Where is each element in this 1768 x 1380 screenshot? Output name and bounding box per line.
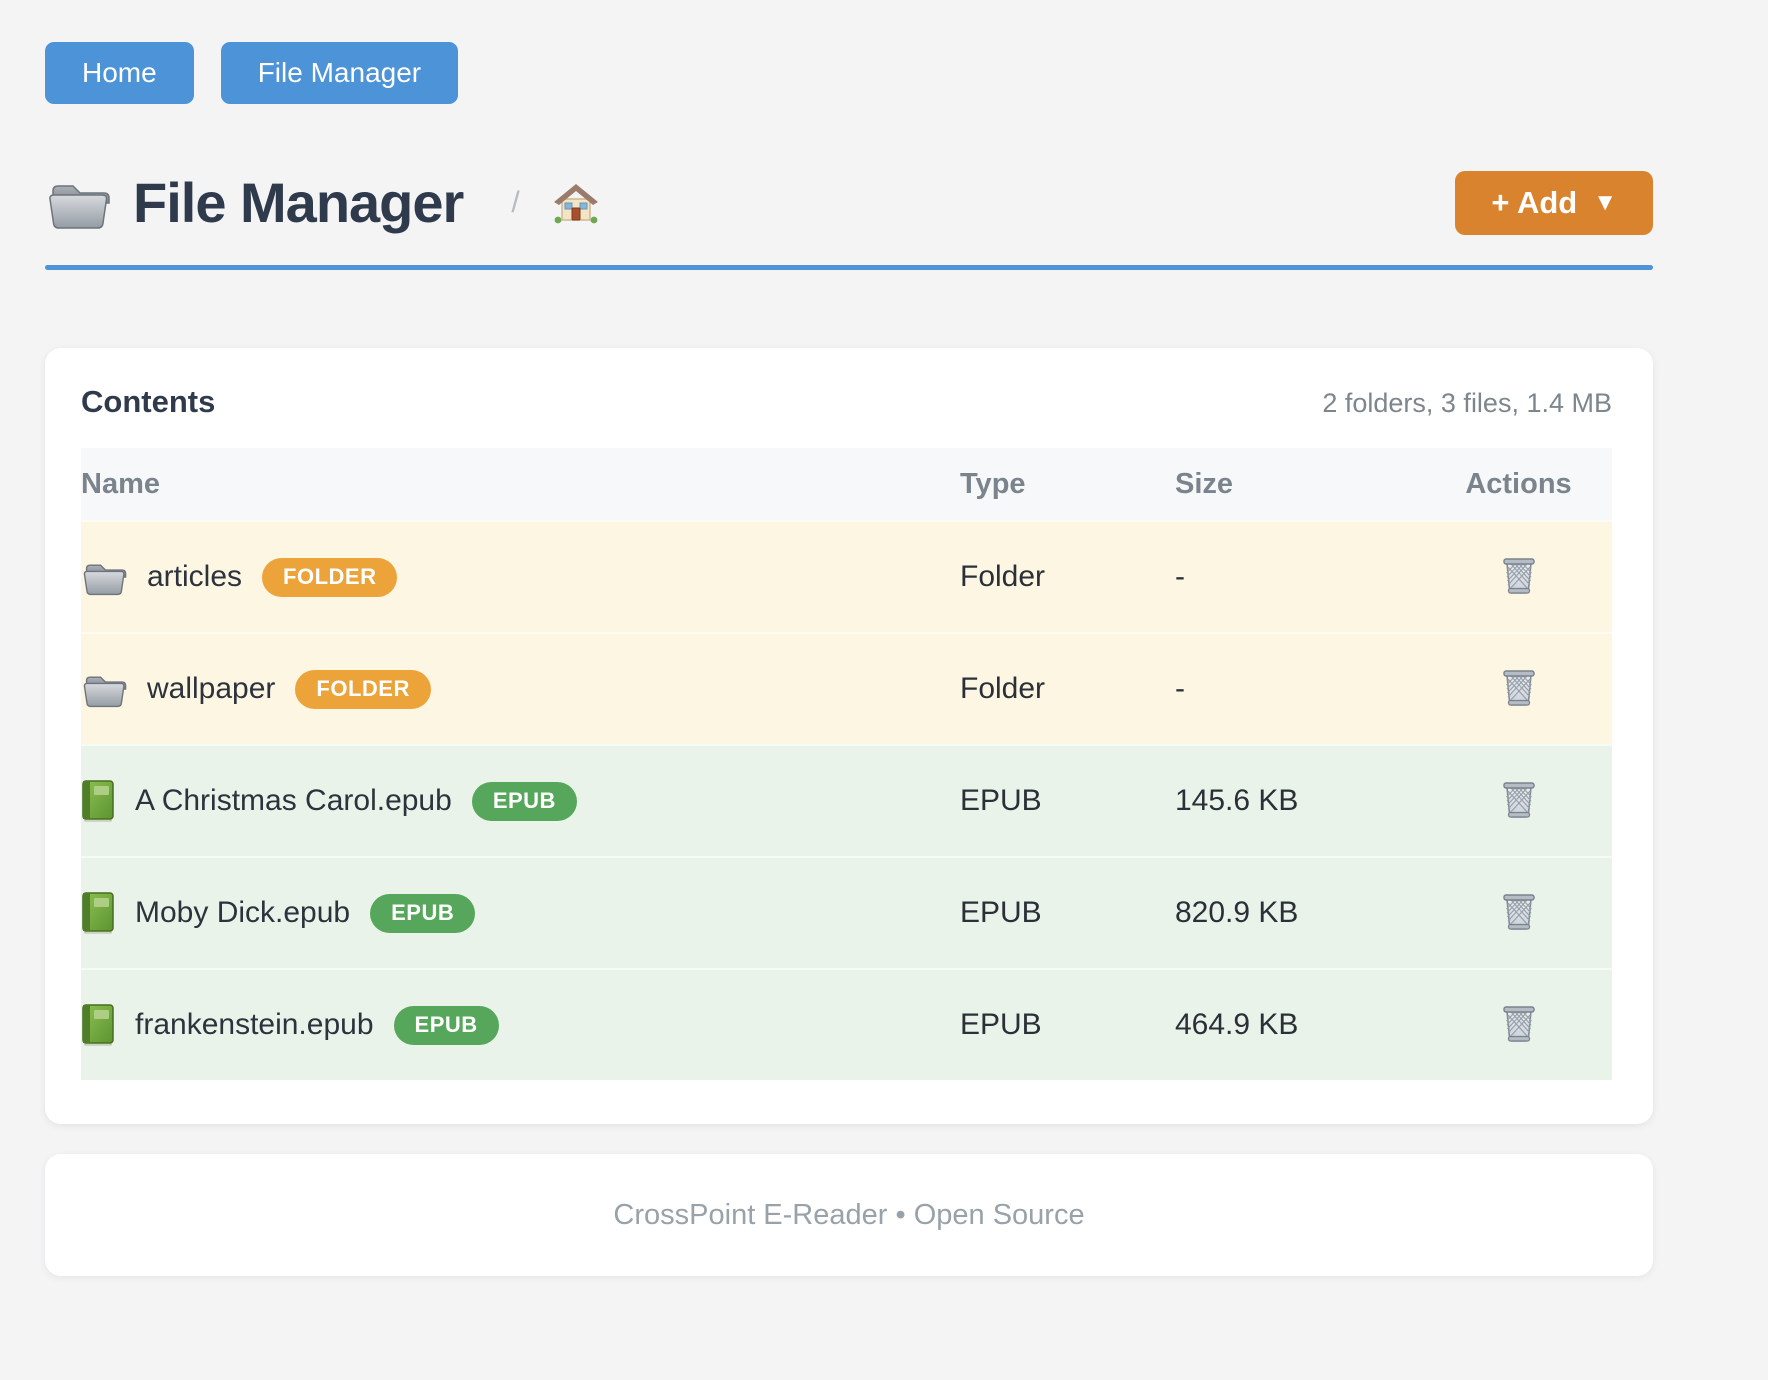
folder-icon xyxy=(81,669,127,709)
type-badge: FOLDER xyxy=(262,557,398,597)
contents-summary: 2 folders, 3 files, 1.4 MB xyxy=(1322,388,1612,418)
delete-button[interactable] xyxy=(1497,775,1541,823)
type-badge: FOLDER xyxy=(295,669,431,709)
file-table: Name Type Size Actions articles FOLDER F… xyxy=(81,448,1612,1080)
delete-button[interactable] xyxy=(1497,887,1541,935)
green-book-icon xyxy=(81,1004,115,1046)
wastebasket-icon xyxy=(1501,779,1537,819)
home-button[interactable]: Home xyxy=(45,42,194,104)
type-badge: EPUB xyxy=(393,1005,499,1045)
green-book-icon xyxy=(81,780,115,822)
delete-button[interactable] xyxy=(1497,999,1541,1047)
contents-title: Contents xyxy=(81,384,216,419)
page-title: File Manager xyxy=(133,171,464,234)
file-name[interactable]: frankenstein.epub xyxy=(135,1008,374,1041)
file-type: Folder xyxy=(960,672,1046,705)
table-row[interactable]: articles FOLDER Folder - xyxy=(81,520,1612,632)
delete-button[interactable] xyxy=(1497,551,1541,599)
caret-down-icon: ▼ xyxy=(1593,188,1617,216)
wastebasket-icon xyxy=(1501,1003,1537,1043)
wastebasket-icon xyxy=(1501,555,1537,595)
wastebasket-icon xyxy=(1501,667,1537,707)
green-book-icon xyxy=(81,892,115,934)
add-button-label: + Add xyxy=(1491,184,1578,220)
wastebasket-icon xyxy=(1501,891,1537,931)
file-name[interactable]: articles xyxy=(147,560,243,593)
add-button[interactable]: + Add ▼ xyxy=(1455,170,1653,235)
file-size: 145.6 KB xyxy=(1175,784,1299,817)
column-header-name: Name xyxy=(81,467,160,500)
type-badge: EPUB xyxy=(370,893,476,933)
file-size: 820.9 KB xyxy=(1175,896,1299,929)
table-row[interactable]: wallpaper FOLDER Folder - xyxy=(81,632,1612,744)
contents-card: Contents 2 folders, 3 files, 1.4 MB Name… xyxy=(45,348,1653,1124)
file-type: Folder xyxy=(960,560,1046,593)
breadcrumb-separator: / xyxy=(511,185,520,219)
column-header-type: Type xyxy=(960,467,1026,500)
file-type: EPUB xyxy=(960,896,1042,929)
folder-icon xyxy=(45,175,111,231)
page: Home File Manager File Manager / xyxy=(45,0,1653,1276)
delete-button[interactable] xyxy=(1497,663,1541,711)
header-divider xyxy=(45,265,1653,270)
file-size: 464.9 KB xyxy=(1175,1008,1299,1041)
file-size: - xyxy=(1175,560,1185,593)
file-type: EPUB xyxy=(960,784,1042,817)
file-name[interactable]: A Christmas Carol.epub xyxy=(135,784,452,817)
file-type: EPUB xyxy=(960,1008,1042,1041)
top-nav: Home File Manager xyxy=(45,0,1653,104)
file-manager-button[interactable]: File Manager xyxy=(220,42,459,104)
column-header-actions: Actions xyxy=(1465,467,1572,500)
footer-text: CrossPoint E-Reader • Open Source xyxy=(613,1198,1085,1231)
column-header-size: Size xyxy=(1175,467,1234,500)
table-header-row: Name Type Size Actions xyxy=(81,448,1612,520)
folder-icon xyxy=(81,557,127,597)
file-name[interactable]: Moby Dick.epub xyxy=(135,896,351,929)
table-row[interactable]: frankenstein.epub EPUB EPUB 464.9 KB xyxy=(81,968,1612,1080)
type-badge: EPUB xyxy=(471,781,577,821)
file-size: - xyxy=(1175,672,1185,705)
page-header: File Manager / + Add ▼ xyxy=(45,170,1653,235)
table-body: articles FOLDER Folder - xyxy=(81,520,1612,1080)
table-row[interactable]: A Christmas Carol.epub EPUB EPUB 145.6 K… xyxy=(81,744,1612,856)
table-row[interactable]: Moby Dick.epub EPUB EPUB 820.9 KB xyxy=(81,856,1612,968)
footer: CrossPoint E-Reader • Open Source xyxy=(45,1154,1653,1276)
file-name[interactable]: wallpaper xyxy=(147,672,276,705)
house-icon[interactable] xyxy=(553,182,598,224)
